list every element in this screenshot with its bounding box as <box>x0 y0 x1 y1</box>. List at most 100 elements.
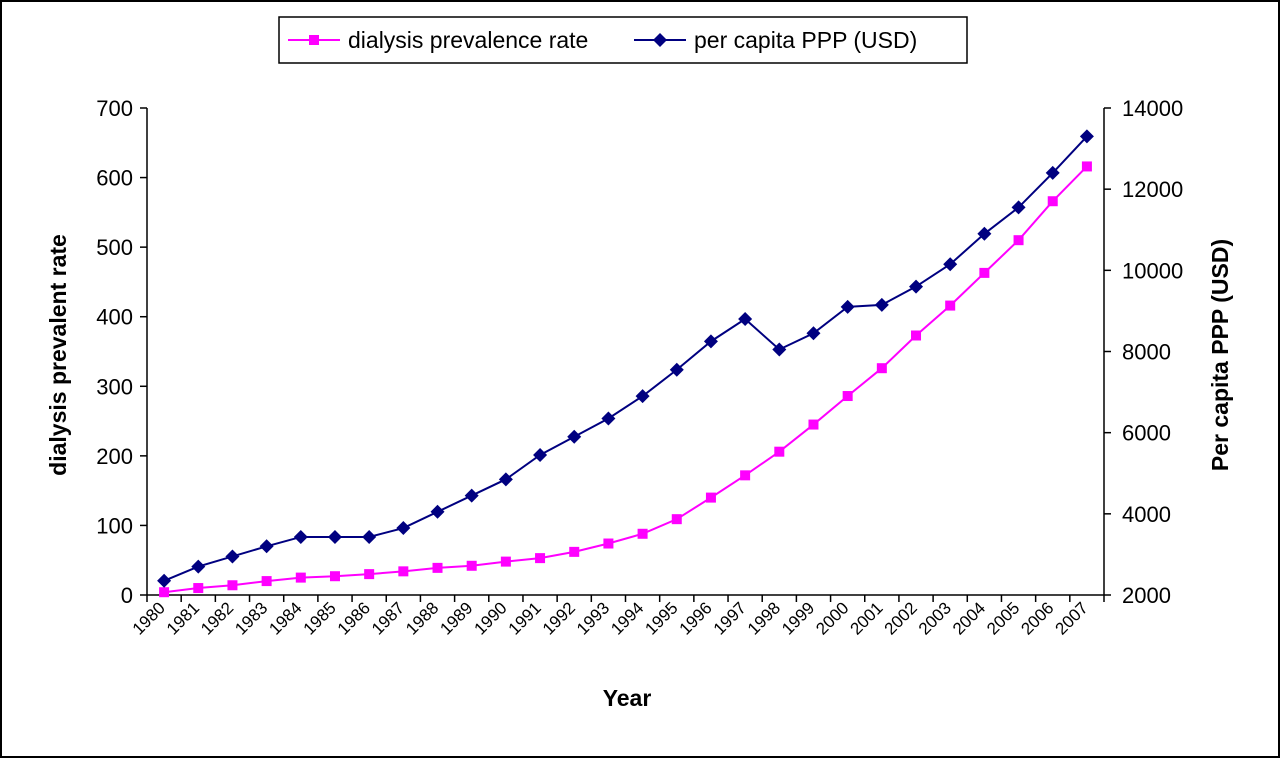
ppp-point <box>601 411 616 426</box>
axes <box>146 108 1105 596</box>
ppp-point <box>738 312 753 327</box>
ppp-point <box>430 504 445 519</box>
dialysis-point <box>876 363 887 374</box>
dialysis-point <box>466 560 477 571</box>
x-axis-title: Year <box>603 685 652 711</box>
ppp-point <box>635 389 650 404</box>
x-tick-label: 1989 <box>436 598 476 638</box>
right-tick-label: 12000 <box>1122 177 1183 202</box>
dialysis-point <box>705 492 716 503</box>
left-y-axis-title: dialysis prevalent rate <box>45 234 71 476</box>
x-tick-label: 1991 <box>505 598 545 638</box>
left-axis-ticks: 0 100 200 300 400 500 600 700 <box>96 96 147 608</box>
ppp-line <box>163 135 1088 582</box>
right-tick-label: 4000 <box>1122 502 1171 527</box>
ppp-point <box>362 529 377 544</box>
right-axis-ticks: 2000 4000 6000 8000 10000 12000 14000 <box>1104 96 1183 608</box>
dialysis-point <box>774 446 785 457</box>
dialysis-point <box>945 300 956 311</box>
series-dialysis-prevalence-rate <box>159 161 1092 598</box>
x-tick-label: 2001 <box>846 598 886 638</box>
dialysis-line <box>163 165 1088 594</box>
ppp-point <box>943 257 958 272</box>
dialysis-point <box>1047 196 1058 207</box>
legend: dialysis prevalence rate per capita PPP … <box>278 16 968 64</box>
x-tick-label: 1986 <box>334 598 374 638</box>
dialysis-point <box>637 528 648 539</box>
ppp-point <box>909 279 924 294</box>
x-tick-label: 1999 <box>778 598 818 638</box>
x-tick-label: 1998 <box>744 598 784 638</box>
right-tick-label: 2000 <box>1122 583 1171 608</box>
x-tick-label: 2007 <box>1052 598 1092 638</box>
ppp-point <box>1011 200 1026 215</box>
dialysis-point <box>979 267 990 278</box>
x-tick-label: 1980 <box>129 598 169 638</box>
x-tick-label: 1997 <box>710 598 750 638</box>
ppp-point <box>874 297 889 312</box>
x-tick-label: 2003 <box>915 598 955 638</box>
right-tick-label: 6000 <box>1122 421 1171 446</box>
dialysis-point <box>432 562 443 573</box>
dialysis-point <box>740 470 751 481</box>
x-tick-label: 1996 <box>676 598 716 638</box>
left-tick-label: 600 <box>96 166 133 191</box>
ppp-point <box>191 559 206 574</box>
legend-marker-ppp <box>653 33 667 47</box>
dialysis-point <box>500 556 511 567</box>
dialysis-point <box>671 514 682 525</box>
x-tick-label: 1982 <box>197 598 237 638</box>
dialysis-point <box>535 553 546 564</box>
ppp-point <box>772 342 787 357</box>
ppp-point <box>157 573 172 588</box>
ppp-point <box>977 226 992 241</box>
x-tick-label: 1985 <box>300 598 340 638</box>
x-tick-label: 1995 <box>641 598 681 638</box>
right-y-axis-title: Per capita PPP (USD) <box>1207 239 1233 471</box>
ppp-point <box>567 429 582 444</box>
dialysis-point <box>911 330 922 341</box>
right-tick-label: 8000 <box>1122 340 1171 365</box>
dialysis-point <box>1081 161 1092 172</box>
legend-marker-dialysis <box>309 35 319 45</box>
x-tick-label: 2004 <box>949 598 989 638</box>
x-tick-label: 1988 <box>402 598 442 638</box>
left-tick-label: 700 <box>96 96 133 121</box>
ppp-point <box>806 326 821 341</box>
x-tick-label: 1992 <box>539 598 579 638</box>
ppp-point <box>259 539 274 554</box>
ppp-point <box>498 472 513 487</box>
ppp-point <box>840 299 855 314</box>
x-tick-label: 2002 <box>881 598 921 638</box>
x-tick-label: 1987 <box>368 598 408 638</box>
x-tick-label: 1984 <box>265 598 305 638</box>
dialysis-point <box>227 580 238 591</box>
left-tick-label: 0 <box>121 583 133 608</box>
dialysis-point <box>329 571 340 582</box>
left-tick-label: 500 <box>96 235 133 260</box>
dialysis-point <box>295 572 306 583</box>
ppp-point <box>327 529 342 544</box>
dialysis-point <box>193 583 204 594</box>
x-tick-label: 2006 <box>1017 598 1057 638</box>
dialysis-point <box>398 566 409 577</box>
x-axis-ticks: 1980198119821983198419851986198719881989… <box>129 595 1105 639</box>
dialysis-point <box>569 546 580 557</box>
ppp-point <box>1079 129 1094 144</box>
series-per-capita-ppp <box>157 129 1094 588</box>
ppp-point <box>703 334 718 349</box>
legend-label-ppp: per capita PPP (USD) <box>694 27 917 53</box>
dialysis-point <box>808 419 819 430</box>
left-tick-label: 100 <box>96 513 133 538</box>
x-tick-label: 2005 <box>983 598 1023 638</box>
legend-label-dialysis: dialysis prevalence rate <box>348 27 588 53</box>
dialysis-point <box>261 576 272 587</box>
dialysis-point <box>159 587 170 598</box>
x-tick-label: 1981 <box>163 598 203 638</box>
ppp-point <box>396 521 411 536</box>
left-tick-label: 200 <box>96 444 133 469</box>
right-tick-label: 10000 <box>1122 258 1183 283</box>
x-tick-label: 2000 <box>812 598 852 638</box>
